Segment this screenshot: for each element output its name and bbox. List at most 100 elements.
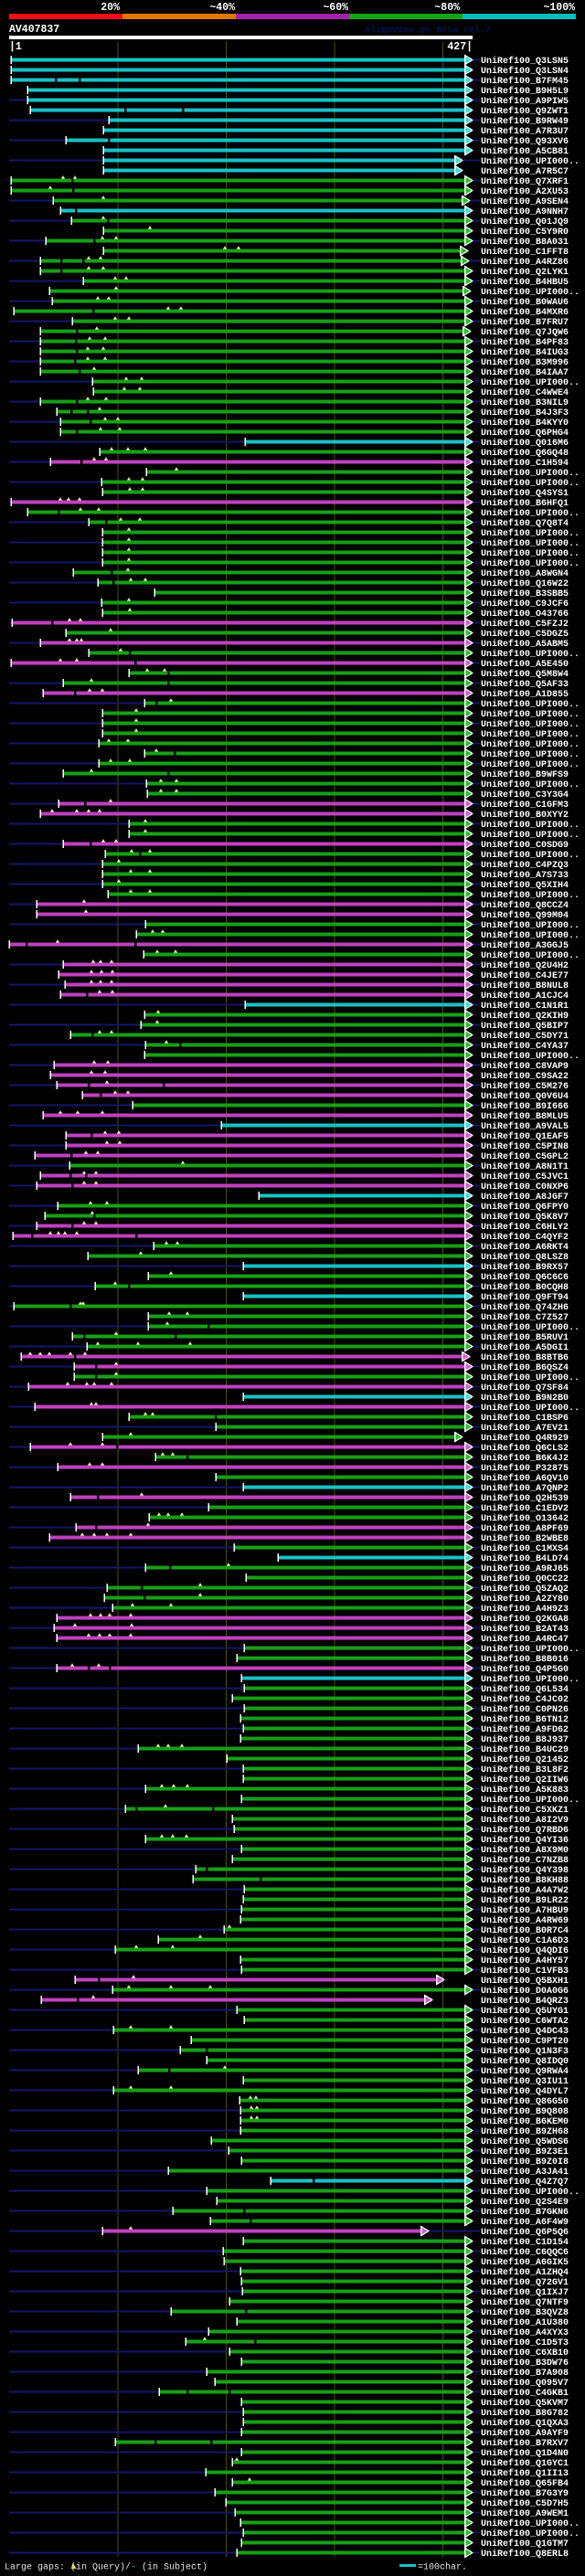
- svg-text:UniRef100_UPI000..: UniRef100_UPI000..: [481, 156, 580, 167]
- svg-text:UniRef100_Q095V7: UniRef100_Q095V7: [481, 2378, 569, 2389]
- svg-text:UniRef100_Q4YI36: UniRef100_Q4YI36: [481, 1835, 569, 1846]
- svg-text:UniRef100_B0CQH8: UniRef100_B0CQH8: [481, 1282, 569, 1293]
- svg-text:UniRef100_Q6CLS2: UniRef100_Q6CLS2: [481, 1443, 569, 1454]
- svg-text:UniRef100_C6XB10: UniRef100_C6XB10: [481, 2348, 569, 2359]
- svg-text:UniRef100_UPI000..: UniRef100_UPI000..: [481, 1322, 580, 1333]
- svg-text:UniRef100_B8G782: UniRef100_B8G782: [481, 2408, 569, 2419]
- svg-text:|1: |1: [9, 41, 22, 53]
- svg-text:UniRef100_A7S733: UniRef100_A7S733: [481, 870, 569, 881]
- svg-text:UniRef100_B9WFS9: UniRef100_B9WFS9: [481, 769, 569, 780]
- svg-text:UniRef100_Q5WDS6: UniRef100_Q5WDS6: [481, 2136, 569, 2147]
- svg-text:UniRef100_B8MLU5: UniRef100_B8MLU5: [481, 1111, 569, 1122]
- svg-text:UniRef100_B7RXV7: UniRef100_B7RXV7: [481, 2438, 569, 2449]
- svg-text:UniRef100_B4LD74: UniRef100_B4LD74: [481, 1553, 569, 1564]
- svg-text:UniRef100_B9ZH68: UniRef100_B9ZH68: [481, 2126, 569, 2137]
- svg-text:UniRef100_Q1QXA3: UniRef100_Q1QXA3: [481, 2418, 569, 2429]
- svg-text:UniRef100_B8J937: UniRef100_B8J937: [481, 1734, 569, 1745]
- svg-text:UniRef100_A8N1T1: UniRef100_A8N1T1: [481, 1161, 569, 1172]
- svg-text:UniRef100_B4QRZ3: UniRef100_B4QRZ3: [481, 1996, 569, 2007]
- svg-text:UniRef100_UPI000..: UniRef100_UPI000..: [481, 950, 580, 961]
- svg-text:UniRef100_A8X9M0: UniRef100_A8X9M0: [481, 1845, 569, 1856]
- svg-text:UniRef100_Q6C6C6: UniRef100_Q6C6C6: [481, 1272, 569, 1283]
- svg-text:UniRef100_A1D855: UniRef100_A1D855: [481, 689, 569, 700]
- svg-text:UniRef100_Q1EAF5: UniRef100_Q1EAF5: [481, 1131, 569, 1142]
- svg-text:UniRef100_Q93XV6: UniRef100_Q93XV6: [481, 136, 569, 147]
- svg-text:UniRef100_Q99M04: UniRef100_Q99M04: [481, 910, 569, 921]
- svg-text:UniRef100_Q9FT94: UniRef100_Q9FT94: [481, 1292, 569, 1303]
- svg-text:UniRef100_Q21452: UniRef100_Q21452: [481, 1754, 569, 1765]
- svg-text:UniRef100_O13642: UniRef100_O13642: [481, 1513, 569, 1524]
- svg-text:UniRef100_Q4DYL7: UniRef100_Q4DYL7: [481, 2086, 569, 2097]
- svg-text:UniRef100_UPI000..: UniRef100_UPI000..: [481, 287, 580, 298]
- svg-text:UniRef100_A5E450: UniRef100_A5E450: [481, 659, 569, 670]
- svg-text:UniRef100_UPI000..: UniRef100_UPI000..: [481, 468, 580, 479]
- svg-text:UniRef100_A4RW69: UniRef100_A4RW69: [481, 1915, 569, 1926]
- svg-text:UniRef100_Q6PHG4: UniRef100_Q6PHG4: [481, 428, 569, 439]
- svg-text:UniRef100_A7HBU9: UniRef100_A7HBU9: [481, 1905, 569, 1916]
- svg-text:UniRef100_Q2U4H2: UniRef100_Q2U4H2: [481, 960, 569, 971]
- svg-text:UniRef100_Q7NTF9: UniRef100_Q7NTF9: [481, 2297, 569, 2308]
- svg-text:UniRef100_Q2IIW6: UniRef100_Q2IIW6: [481, 1775, 569, 1786]
- svg-text:UniRef100_A5ABM5: UniRef100_A5ABM5: [481, 639, 569, 650]
- svg-text:UniRef100_C1FFT8: UniRef100_C1FFT8: [481, 247, 569, 258]
- svg-text:UniRef100_A4RZ86: UniRef100_A4RZ86: [481, 257, 569, 268]
- svg-text:UniRef100_Q8CCZ4: UniRef100_Q8CCZ4: [481, 900, 569, 911]
- svg-text:UniRef100_Q2H539: UniRef100_Q2H539: [481, 1493, 569, 1504]
- svg-text:UniRef100_A8I2V9: UniRef100_A8I2V9: [481, 1815, 569, 1826]
- svg-text:UniRef100_A6F4W9: UniRef100_A6F4W9: [481, 2217, 569, 2228]
- svg-text:UniRef100_UPI000..: UniRef100_UPI000..: [481, 538, 580, 549]
- svg-text:UniRef100_A3GGJ5: UniRef100_A3GGJ5: [481, 940, 569, 951]
- svg-text:UniRef100_A8WGN4: UniRef100_A8WGN4: [481, 568, 569, 579]
- svg-text:UniRef100_Q7Q8T4: UniRef100_Q7Q8T4: [481, 518, 569, 529]
- svg-text:UniRef100_B7FM45: UniRef100_B7FM45: [481, 76, 569, 87]
- svg-text:UniRef100_C1D5T3: UniRef100_C1D5T3: [481, 2337, 569, 2348]
- svg-text:UniRef100_C1EDV2: UniRef100_C1EDV2: [481, 1503, 569, 1514]
- svg-text:AlignView.pm Beta rel.7: AlignView.pm Beta rel.7: [365, 25, 491, 36]
- svg-text:UniRef100_B9LR22: UniRef100_B9LR22: [481, 1895, 569, 1906]
- svg-text:UniRef100_Q4Z7Q7: UniRef100_Q4Z7Q7: [481, 2177, 569, 2188]
- svg-text:UniRef100_B0R7C4: UniRef100_B0R7C4: [481, 1925, 569, 1936]
- svg-text:UniRef100_UPI000..: UniRef100_UPI000..: [481, 709, 580, 720]
- svg-text:UniRef100_Q8IDQ0: UniRef100_Q8IDQ0: [481, 2056, 569, 2067]
- svg-text:UniRef100_B8A031: UniRef100_B8A031: [481, 237, 569, 248]
- svg-text:UniRef100_A9VAL5: UniRef100_A9VAL5: [481, 1121, 569, 1132]
- svg-text:UniRef100_Q3LSN5: UniRef100_Q3LSN5: [481, 56, 569, 67]
- svg-text:UniRef100_D0A0G6: UniRef100_D0A0G6: [481, 1986, 569, 1997]
- svg-text:UniRef100_UPI000..: UniRef100_UPI000..: [481, 528, 580, 539]
- svg-text:UniRef100_B8BTB6: UniRef100_B8BTB6: [481, 1352, 569, 1363]
- svg-text:UniRef100_A6GIK5: UniRef100_A6GIK5: [481, 2257, 569, 2268]
- svg-text:UniRef100_Q9RWA4: UniRef100_Q9RWA4: [481, 2066, 569, 2077]
- svg-text:UniRef100_Q4Y398: UniRef100_Q4Y398: [481, 1865, 569, 1876]
- svg-text:UniRef100_Q2LYK1: UniRef100_Q2LYK1: [481, 267, 569, 278]
- svg-text:UniRef100_Q5AF33: UniRef100_Q5AF33: [481, 679, 569, 690]
- svg-text:UniRef100_A6QV10: UniRef100_A6QV10: [481, 1473, 569, 1484]
- svg-text:UniRef100_Q0V6U4: UniRef100_Q0V6U4: [481, 1091, 569, 1102]
- svg-text:UniRef100_A1ZHQ4: UniRef100_A1ZHQ4: [481, 2267, 569, 2278]
- svg-text:UniRef100_UPI000..: UniRef100_UPI000..: [481, 2528, 580, 2539]
- svg-text:UniRef100_B8KH88: UniRef100_B8KH88: [481, 1875, 569, 1886]
- svg-text:UniRef100_C1VFB3: UniRef100_C1VFB3: [481, 1966, 569, 1977]
- svg-text:UniRef100_Q6GQ48: UniRef100_Q6GQ48: [481, 448, 569, 459]
- svg-text:UniRef100_UPI000..: UniRef100_UPI000..: [481, 699, 580, 710]
- svg-text:UniRef100_Q72GV1: UniRef100_Q72GV1: [481, 2277, 569, 2288]
- svg-text:UniRef100_A7R3U7: UniRef100_A7R3U7: [481, 126, 569, 137]
- svg-text:UniRef100_UPI000..: UniRef100_UPI000..: [481, 749, 580, 760]
- svg-text:UniRef100_Q4R929: UniRef100_Q4R929: [481, 1433, 569, 1444]
- svg-text:UniRef100_A1CJC4: UniRef100_A1CJC4: [481, 991, 569, 1002]
- svg-text:UniRef100_B4HBU5: UniRef100_B4HBU5: [481, 277, 569, 288]
- svg-text:UniRef100_B8NUL8: UniRef100_B8NUL8: [481, 981, 569, 991]
- svg-text:UniRef100_A5DGI1: UniRef100_A5DGI1: [481, 1342, 569, 1353]
- svg-text:UniRef100_A7R5C7: UniRef100_A7R5C7: [481, 166, 569, 177]
- svg-text:UniRef100_A8PF69: UniRef100_A8PF69: [481, 1523, 569, 1534]
- svg-text:UniRef100_Q5ZAQ2: UniRef100_Q5ZAQ2: [481, 1584, 569, 1595]
- svg-text:UniRef100_Q5BIP7: UniRef100_Q5BIP7: [481, 1021, 569, 1032]
- svg-text:UniRef100_C1BSP6: UniRef100_C1BSP6: [481, 1413, 569, 1424]
- svg-text:UniRef100_P32875: UniRef100_P32875: [481, 1463, 569, 1474]
- svg-text:UniRef100_UPI000..: UniRef100_UPI000..: [481, 930, 580, 941]
- svg-text:UniRef100_UPI000..: UniRef100_UPI000..: [481, 2518, 580, 2529]
- svg-text:UniRef100_A9AYF9: UniRef100_A9AYF9: [481, 2428, 569, 2439]
- svg-text:~60%: ~60%: [323, 2, 348, 14]
- svg-text:UniRef100_Q1II13: UniRef100_Q1II13: [481, 2468, 569, 2479]
- svg-text:UniRef100_C1A6D3: UniRef100_C1A6D3: [481, 1935, 569, 1946]
- svg-text:UniRef100_B7GKN6: UniRef100_B7GKN6: [481, 2207, 569, 2218]
